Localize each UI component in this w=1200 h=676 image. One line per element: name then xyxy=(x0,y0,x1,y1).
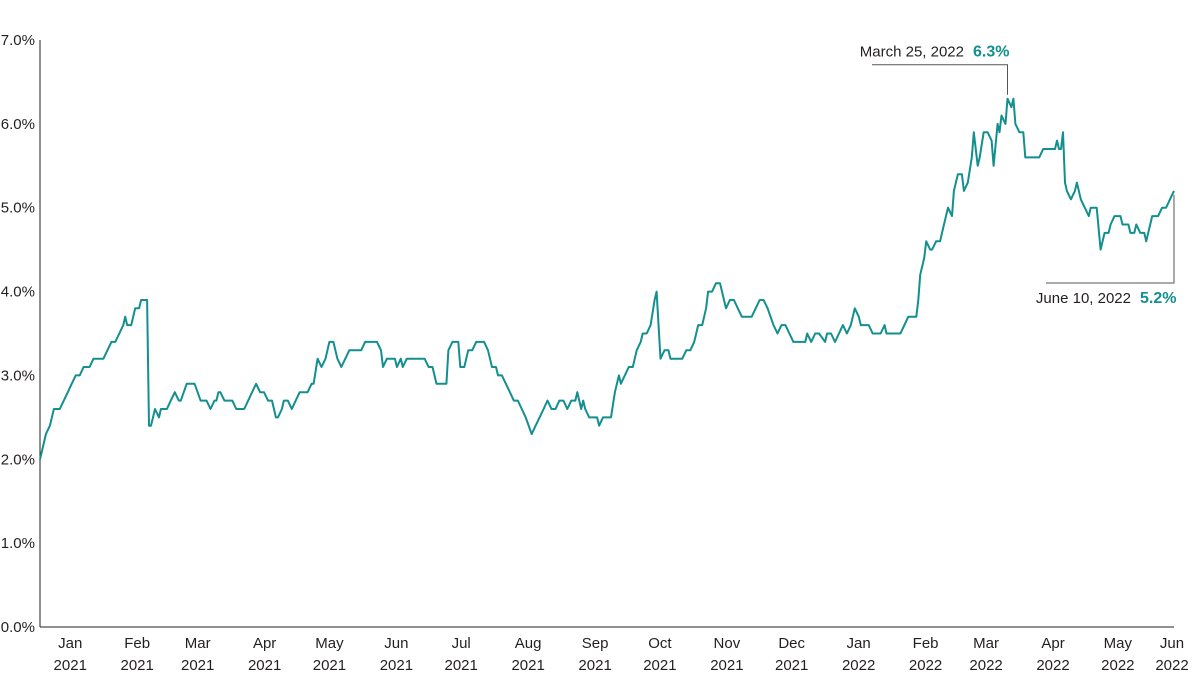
x-axis: Jan 2021 Feb 2021 Mar 2021 Apr 2021 May 2021 Jun 20… xyxy=(40,626,1189,674)
x-tick-month: Nov xyxy=(714,635,741,652)
annotation-leader-end xyxy=(1046,194,1175,284)
annotation-value-end: 5.2% xyxy=(1140,290,1176,307)
x-tick-year: 2021 xyxy=(380,657,413,674)
series-line xyxy=(39,97,1175,460)
x-tick-year: 2022 xyxy=(1155,657,1188,674)
x-tick-year: 2021 xyxy=(710,657,743,674)
x-tick-year: 2021 xyxy=(511,657,544,674)
y-tick-label: 5.0% xyxy=(1,200,35,217)
y-tick-label: 3.0% xyxy=(1,367,35,384)
x-tick-year: 2022 xyxy=(1101,657,1134,674)
x-tick-year: 2021 xyxy=(445,657,478,674)
x-tick-month: Feb xyxy=(913,635,939,652)
x-tick-month: Oct xyxy=(648,635,672,652)
y-axis: 0.0% 1.0% 2.0% 3.0% 4.0% 5.0% 6.0% 7.0% xyxy=(1,32,41,636)
annotation-leader-peak xyxy=(872,64,1008,95)
y-tick-label: 1.0% xyxy=(1,535,35,552)
y-tick-label: 2.0% xyxy=(1,451,35,468)
x-tick-month: May xyxy=(315,635,344,652)
x-tick-year: 2022 xyxy=(1036,657,1069,674)
x-tick-year: 2022 xyxy=(842,657,875,674)
x-tick-month: Jun xyxy=(384,635,408,652)
x-tick-month: May xyxy=(1104,635,1133,652)
y-tick-label: 0.0% xyxy=(1,619,35,636)
x-tick-month: Jun xyxy=(1160,635,1184,652)
x-tick-year: 2021 xyxy=(578,657,611,674)
x-tick-year: 2021 xyxy=(181,657,214,674)
x-tick-month: Sep xyxy=(582,635,609,652)
x-tick-month: Mar xyxy=(973,635,999,652)
x-tick-month: Apr xyxy=(253,635,276,652)
x-tick-month: Feb xyxy=(124,635,150,652)
x-tick-year: 2021 xyxy=(775,657,808,674)
x-tick-month: Apr xyxy=(1041,635,1064,652)
x-tick-month: Jan xyxy=(847,635,871,652)
x-tick-year: 2021 xyxy=(643,657,676,674)
annotation-date-peak: March 25, 2022 xyxy=(860,44,964,61)
x-tick-month: Jan xyxy=(58,635,82,652)
x-tick-year: 2021 xyxy=(54,657,87,674)
y-tick-label: 6.0% xyxy=(1,116,35,133)
x-tick-month: Aug xyxy=(515,635,542,652)
x-tick-month: Dec xyxy=(778,635,805,652)
x-tick-year: 2021 xyxy=(121,657,154,674)
y-tick-label: 4.0% xyxy=(1,284,35,301)
x-tick-month: Mar xyxy=(185,635,211,652)
x-tick-month: Jul xyxy=(452,635,471,652)
series-layer xyxy=(39,97,1175,460)
x-tick-year: 2021 xyxy=(313,657,346,674)
x-tick-year: 2022 xyxy=(969,657,1002,674)
y-tick-label: 7.0% xyxy=(1,32,35,49)
annotation-date-end: June 10, 2022 xyxy=(1036,290,1131,307)
annotation-layer: March 25, 2022 6.3% June 10, 2022 5.2% xyxy=(860,44,1177,307)
annotation-value-peak: 6.3% xyxy=(973,44,1009,61)
x-tick-year: 2021 xyxy=(248,657,281,674)
x-tick-year: 2022 xyxy=(909,657,942,674)
